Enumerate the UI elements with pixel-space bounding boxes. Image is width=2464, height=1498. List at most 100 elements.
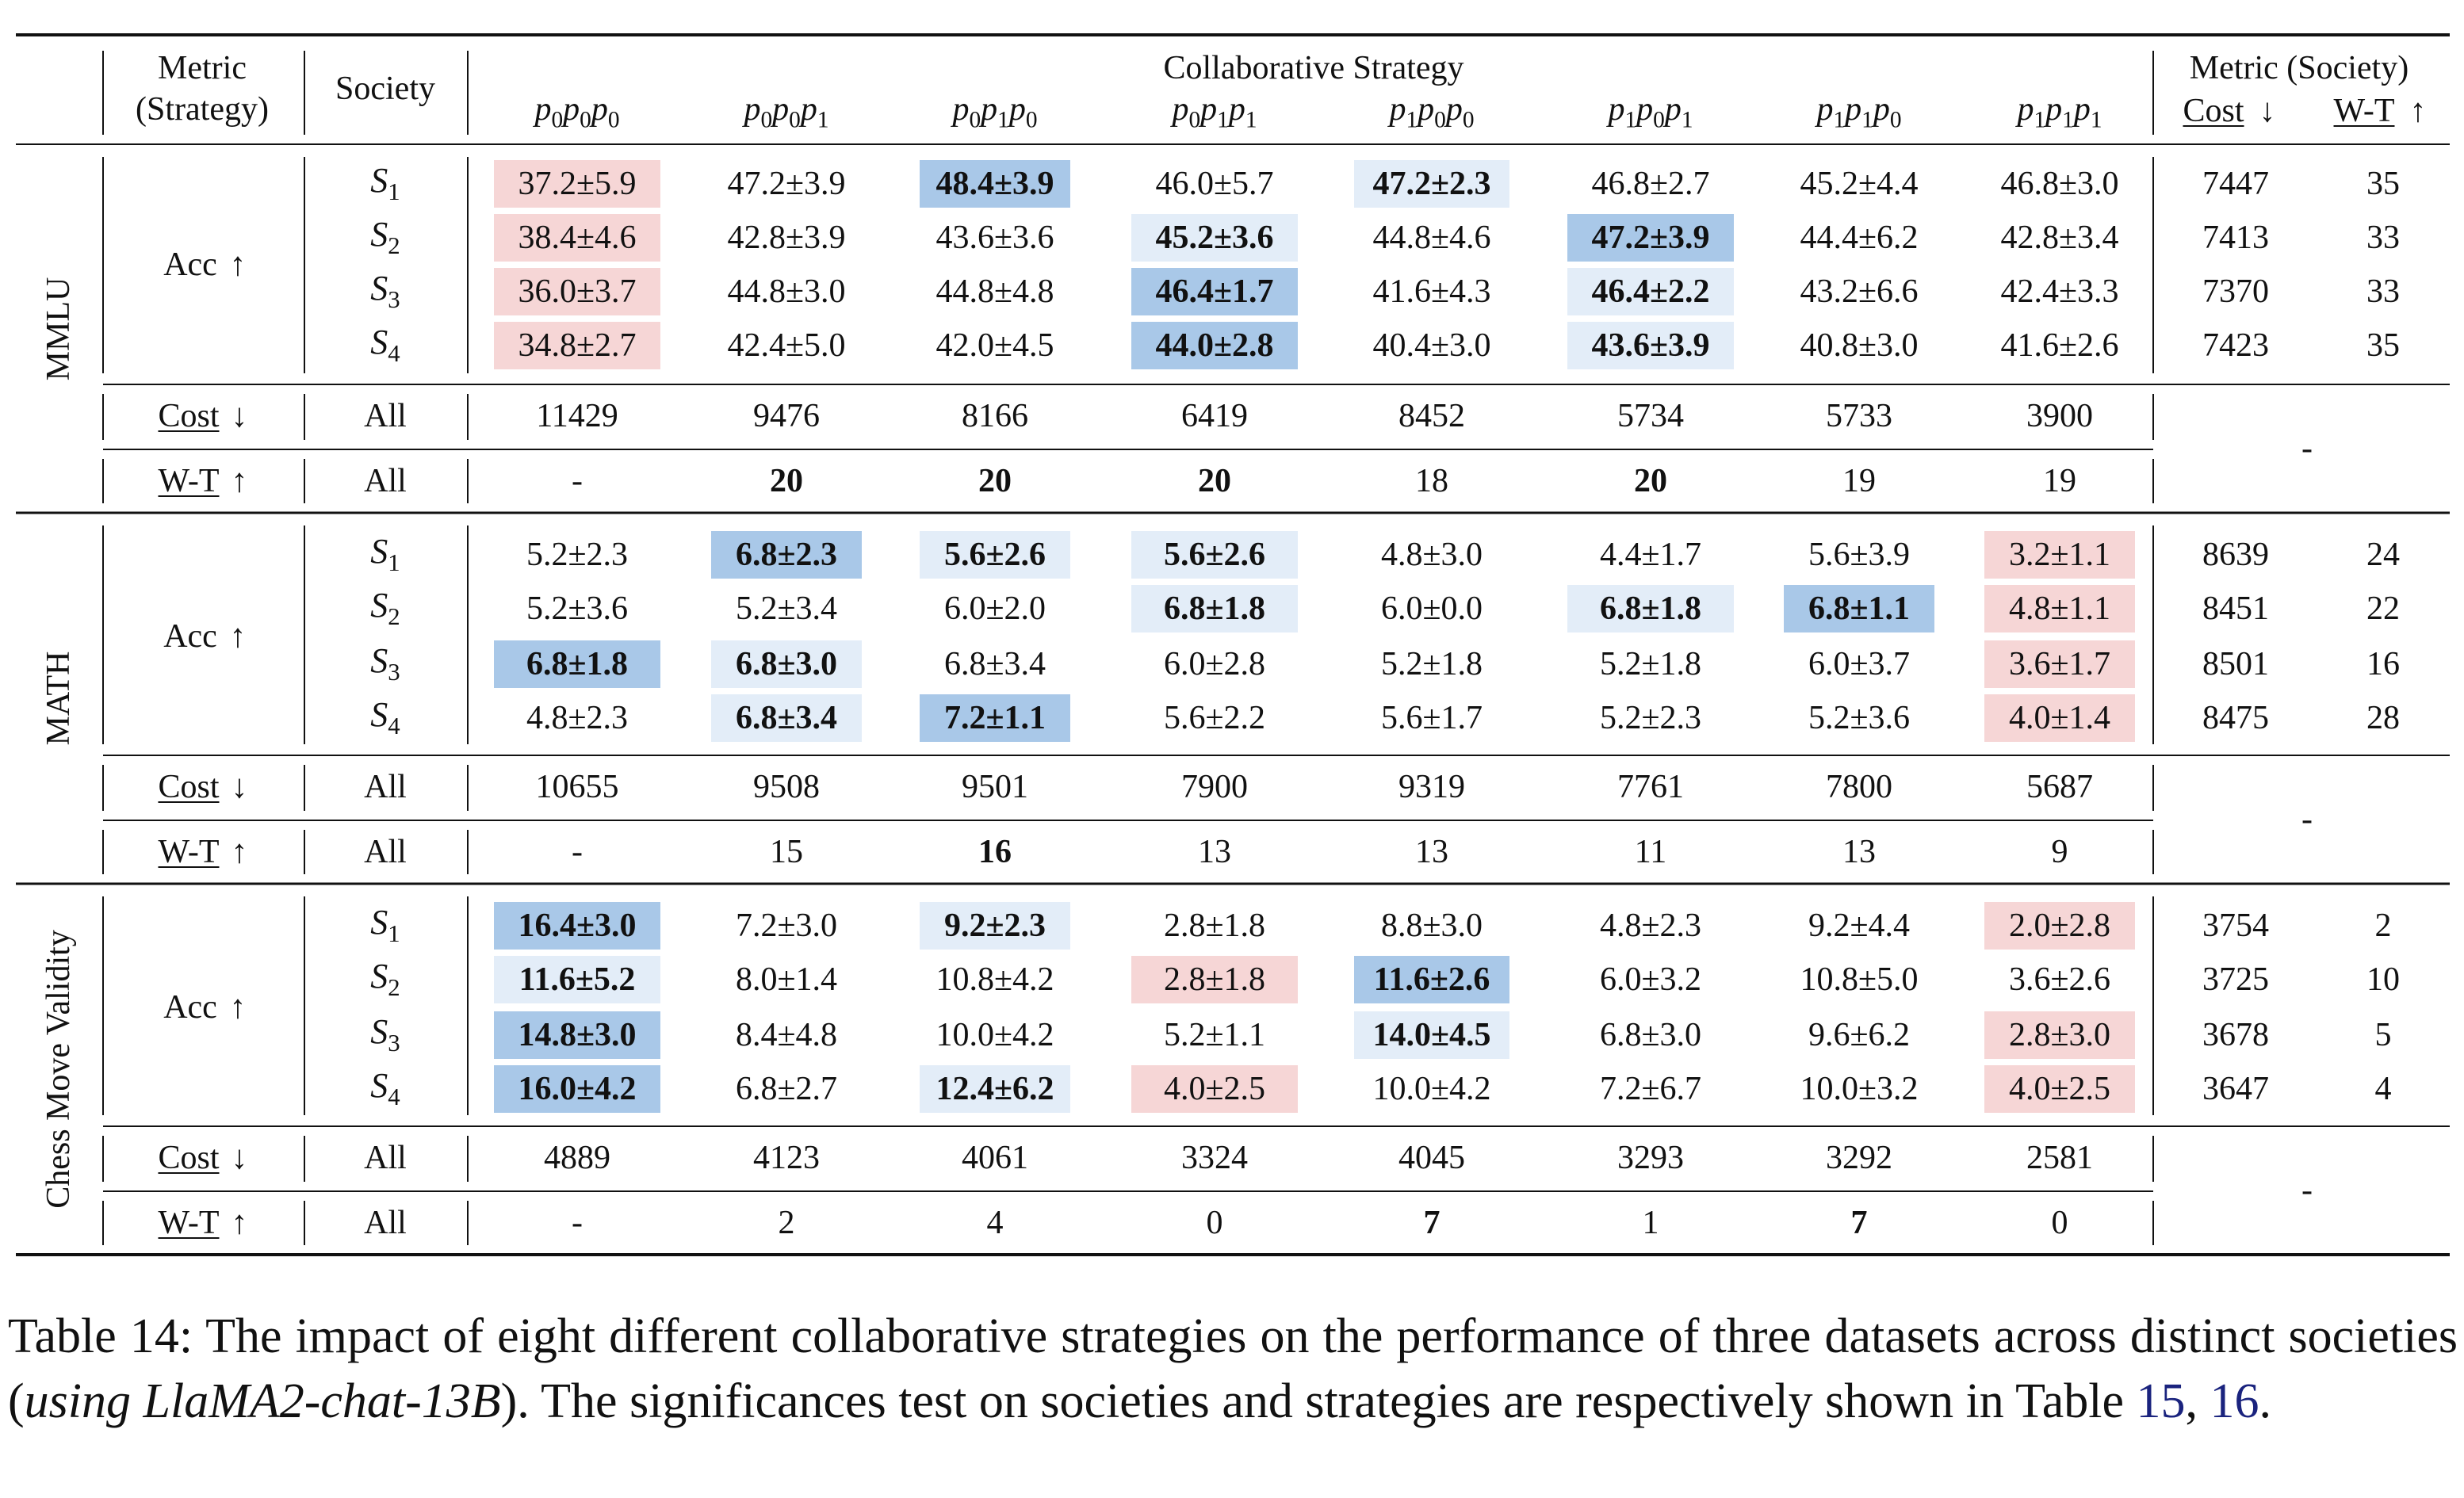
society-wt: 33 bbox=[2366, 273, 2400, 310]
acc-value: 44.8±4.8 bbox=[935, 273, 1054, 310]
society-label: S2 bbox=[370, 957, 400, 1001]
caption-model: using LlaMA2-chat-13B bbox=[24, 1374, 501, 1428]
acc-value: 44.4±6.2 bbox=[1800, 220, 1919, 256]
society-wt: 4 bbox=[2374, 1071, 2392, 1107]
acc-value: 40.8±3.0 bbox=[1800, 327, 1919, 364]
acc-value: 2.8±3.0 bbox=[2008, 1017, 2111, 1053]
header-collab-strategy: Collaborative Strategy bbox=[1163, 50, 1464, 86]
cost-value: 11429 bbox=[536, 398, 618, 434]
acc-value: 14.8±3.0 bbox=[518, 1017, 637, 1053]
metric-acc-label: Acc bbox=[163, 989, 217, 1026]
header-metric: Metric bbox=[158, 50, 247, 86]
society-cost: 7413 bbox=[2202, 220, 2269, 256]
cell-highlight bbox=[1984, 1065, 2135, 1113]
wt-value: 1 bbox=[1642, 1205, 1659, 1241]
acc-value: 5.2±1.1 bbox=[1163, 1017, 1266, 1053]
society-wt: 28 bbox=[2366, 700, 2400, 736]
society-wt: 10 bbox=[2366, 961, 2400, 998]
cost-value: 5734 bbox=[1617, 398, 1684, 434]
acc-value: 37.2±5.9 bbox=[518, 166, 637, 202]
acc-value: 10.0±4.2 bbox=[1372, 1071, 1491, 1107]
acc-value: 6.8±2.7 bbox=[735, 1071, 838, 1107]
society-wt: 22 bbox=[2366, 590, 2400, 627]
cell-highlight bbox=[711, 694, 862, 742]
cost-value: 3900 bbox=[2026, 398, 2093, 434]
cell-highlight bbox=[1131, 585, 1298, 632]
acc-value: 2.8±1.8 bbox=[1163, 908, 1266, 944]
wt-value: 2 bbox=[778, 1205, 795, 1241]
table-rules bbox=[16, 33, 2450, 1256]
caption-end: . bbox=[2259, 1374, 2272, 1428]
up-arrow-icon: ↑ bbox=[229, 246, 247, 283]
wt-value: 11 bbox=[1634, 834, 1667, 870]
acc-value: 4.8±2.3 bbox=[1599, 908, 1702, 944]
caption-ref-15[interactable]: 15 bbox=[2136, 1374, 2186, 1428]
cell-highlight bbox=[494, 1011, 660, 1059]
cell-highlight bbox=[1567, 585, 1734, 632]
up-arrow-icon: ↑ bbox=[2409, 93, 2427, 129]
cell-highlight bbox=[711, 640, 862, 688]
acc-value: 4.4±1.7 bbox=[1599, 537, 1702, 573]
cell-highlight bbox=[920, 160, 1070, 208]
acc-value: 42.8±3.9 bbox=[727, 220, 846, 256]
header-society: Society bbox=[335, 71, 435, 107]
acc-value: 9.2±2.3 bbox=[943, 908, 1046, 944]
society-label: S3 bbox=[370, 641, 400, 686]
acc-value: 16.0±4.2 bbox=[518, 1071, 637, 1107]
empty-dash: - bbox=[2301, 801, 2313, 838]
metric-cost-label: Cost bbox=[158, 1140, 220, 1176]
wt-value: 13 bbox=[1415, 834, 1448, 870]
society-cost: 3647 bbox=[2202, 1071, 2269, 1107]
cell-highlight bbox=[1984, 640, 2135, 688]
acc-value: 42.4±3.3 bbox=[2000, 273, 2119, 310]
acc-value: 4.8±1.1 bbox=[2008, 590, 2111, 627]
header-cost: Cost bbox=[2183, 93, 2244, 129]
acc-value: 10.8±4.2 bbox=[935, 961, 1054, 998]
acc-value: 16.4±3.0 bbox=[518, 908, 637, 944]
strategy-label: p1p0p0 bbox=[1389, 91, 1475, 133]
empty-dash: - bbox=[2301, 1172, 2313, 1209]
cell-highlight bbox=[1354, 160, 1509, 208]
cell-highlight bbox=[1131, 531, 1298, 579]
society-wt: 35 bbox=[2366, 327, 2400, 364]
acc-value: 44.8±3.0 bbox=[727, 273, 846, 310]
acc-value: 4.0±2.5 bbox=[2008, 1071, 2111, 1107]
acc-value: 44.8±4.6 bbox=[1372, 220, 1491, 256]
acc-value: 42.4±5.0 bbox=[727, 327, 846, 364]
caption-ref-16[interactable]: 16 bbox=[2210, 1374, 2259, 1428]
acc-value: 6.8±2.3 bbox=[735, 537, 838, 573]
cost-value: 2581 bbox=[2026, 1140, 2093, 1176]
society-all: All bbox=[364, 1140, 407, 1176]
cost-value: 3293 bbox=[1617, 1140, 1684, 1176]
acc-value: 46.8±3.0 bbox=[2000, 166, 2119, 202]
empty-dash: - bbox=[2301, 430, 2313, 467]
society-all: All bbox=[364, 398, 407, 434]
up-arrow-icon: ↑ bbox=[229, 989, 247, 1026]
cell-highlight bbox=[494, 640, 660, 688]
acc-value: 42.0±4.5 bbox=[935, 327, 1054, 364]
acc-value: 43.6±3.6 bbox=[935, 220, 1054, 256]
acc-value: 7.2±3.0 bbox=[735, 908, 838, 944]
acc-value: 3.6±1.7 bbox=[2008, 646, 2111, 682]
cost-value: 4061 bbox=[962, 1140, 1028, 1176]
acc-value: 38.4±4.6 bbox=[518, 220, 637, 256]
wt-value: 7 bbox=[1850, 1205, 1868, 1241]
acc-value: 6.8±1.8 bbox=[1163, 590, 1266, 627]
strategy-label: p1p0p1 bbox=[1608, 91, 1693, 133]
society-all: All bbox=[364, 1205, 407, 1241]
acc-value: 5.6±2.6 bbox=[943, 537, 1046, 573]
acc-value: 5.6±3.9 bbox=[1808, 537, 1911, 573]
acc-value: 2.8±1.8 bbox=[1163, 961, 1266, 998]
wt-value: - bbox=[572, 1205, 583, 1241]
acc-value: 10.0±3.2 bbox=[1800, 1071, 1919, 1107]
acc-value: 6.8±1.1 bbox=[1808, 590, 1911, 627]
acc-value: 6.8±1.8 bbox=[1599, 590, 1702, 627]
society-cost: 8501 bbox=[2202, 646, 2269, 682]
cell-highlight bbox=[1131, 214, 1298, 262]
acc-value: 4.0±2.5 bbox=[1163, 1071, 1266, 1107]
cell-highlight bbox=[494, 1065, 660, 1113]
cell-highlight bbox=[494, 902, 660, 950]
results-table: Metric (Strategy) Society Collaborative Str… bbox=[16, 33, 2450, 1256]
cell-highlight bbox=[1131, 322, 1298, 369]
dataset-label: MMLU bbox=[40, 277, 77, 380]
